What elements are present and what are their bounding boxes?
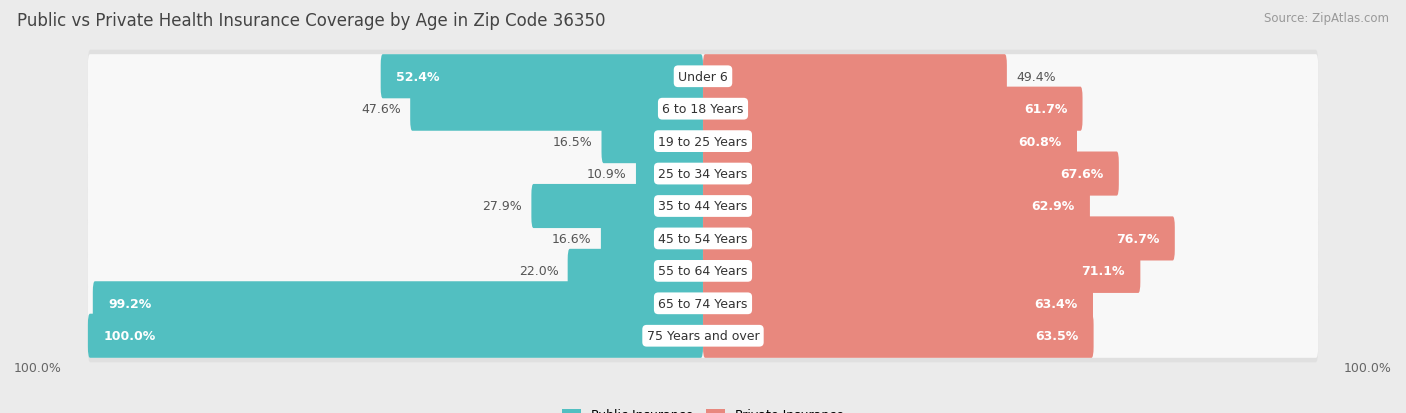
FancyBboxPatch shape — [703, 217, 1175, 261]
Text: 10.9%: 10.9% — [586, 168, 627, 180]
Text: 27.9%: 27.9% — [482, 200, 522, 213]
Text: 45 to 54 Years: 45 to 54 Years — [658, 233, 748, 245]
FancyBboxPatch shape — [87, 212, 1319, 266]
FancyBboxPatch shape — [703, 120, 1077, 164]
Text: 76.7%: 76.7% — [1116, 233, 1160, 245]
FancyBboxPatch shape — [703, 314, 1094, 358]
Text: 75 Years and over: 75 Years and over — [647, 330, 759, 342]
Text: 22.0%: 22.0% — [519, 265, 558, 278]
FancyBboxPatch shape — [87, 120, 1319, 164]
FancyBboxPatch shape — [87, 277, 1319, 330]
FancyBboxPatch shape — [703, 152, 1119, 196]
Legend: Public Insurance, Private Insurance: Public Insurance, Private Insurance — [557, 404, 849, 413]
FancyBboxPatch shape — [87, 217, 1319, 261]
Text: 65 to 74 Years: 65 to 74 Years — [658, 297, 748, 310]
FancyBboxPatch shape — [703, 55, 1007, 99]
FancyBboxPatch shape — [87, 185, 1319, 228]
Text: 71.1%: 71.1% — [1081, 265, 1125, 278]
FancyBboxPatch shape — [87, 282, 1319, 325]
FancyBboxPatch shape — [531, 185, 703, 228]
FancyBboxPatch shape — [703, 88, 1083, 131]
FancyBboxPatch shape — [636, 152, 703, 196]
FancyBboxPatch shape — [87, 314, 703, 358]
Text: 16.6%: 16.6% — [553, 233, 592, 245]
Text: 67.6%: 67.6% — [1060, 168, 1104, 180]
Text: 60.8%: 60.8% — [1018, 135, 1062, 148]
Text: 16.5%: 16.5% — [553, 135, 592, 148]
FancyBboxPatch shape — [381, 55, 703, 99]
Text: 61.7%: 61.7% — [1024, 103, 1067, 116]
FancyBboxPatch shape — [87, 314, 1319, 358]
FancyBboxPatch shape — [87, 244, 1319, 298]
FancyBboxPatch shape — [703, 249, 1140, 293]
Text: Under 6: Under 6 — [678, 71, 728, 83]
Text: 100.0%: 100.0% — [1344, 361, 1392, 374]
FancyBboxPatch shape — [87, 83, 1319, 136]
Text: 100.0%: 100.0% — [14, 361, 62, 374]
FancyBboxPatch shape — [87, 115, 1319, 169]
FancyBboxPatch shape — [87, 55, 1319, 99]
Text: 35 to 44 Years: 35 to 44 Years — [658, 200, 748, 213]
Text: Source: ZipAtlas.com: Source: ZipAtlas.com — [1264, 12, 1389, 25]
FancyBboxPatch shape — [703, 282, 1092, 325]
FancyBboxPatch shape — [568, 249, 703, 293]
FancyBboxPatch shape — [87, 147, 1319, 201]
Text: 100.0%: 100.0% — [103, 330, 156, 342]
FancyBboxPatch shape — [87, 249, 1319, 293]
Text: 6 to 18 Years: 6 to 18 Years — [662, 103, 744, 116]
FancyBboxPatch shape — [602, 120, 703, 164]
Text: 47.6%: 47.6% — [361, 103, 401, 116]
Text: 63.4%: 63.4% — [1035, 297, 1077, 310]
FancyBboxPatch shape — [87, 152, 1319, 196]
FancyBboxPatch shape — [600, 217, 703, 261]
Text: 63.5%: 63.5% — [1035, 330, 1078, 342]
Text: 25 to 34 Years: 25 to 34 Years — [658, 168, 748, 180]
Text: 99.2%: 99.2% — [108, 297, 152, 310]
Text: 52.4%: 52.4% — [396, 71, 440, 83]
FancyBboxPatch shape — [411, 88, 703, 131]
FancyBboxPatch shape — [87, 309, 1319, 363]
Text: Public vs Private Health Insurance Coverage by Age in Zip Code 36350: Public vs Private Health Insurance Cover… — [17, 12, 606, 30]
FancyBboxPatch shape — [87, 88, 1319, 131]
Text: 49.4%: 49.4% — [1017, 71, 1056, 83]
Text: 55 to 64 Years: 55 to 64 Years — [658, 265, 748, 278]
Text: 62.9%: 62.9% — [1031, 200, 1074, 213]
FancyBboxPatch shape — [87, 180, 1319, 233]
FancyBboxPatch shape — [703, 185, 1090, 228]
Text: 19 to 25 Years: 19 to 25 Years — [658, 135, 748, 148]
FancyBboxPatch shape — [93, 282, 703, 325]
FancyBboxPatch shape — [87, 50, 1319, 104]
